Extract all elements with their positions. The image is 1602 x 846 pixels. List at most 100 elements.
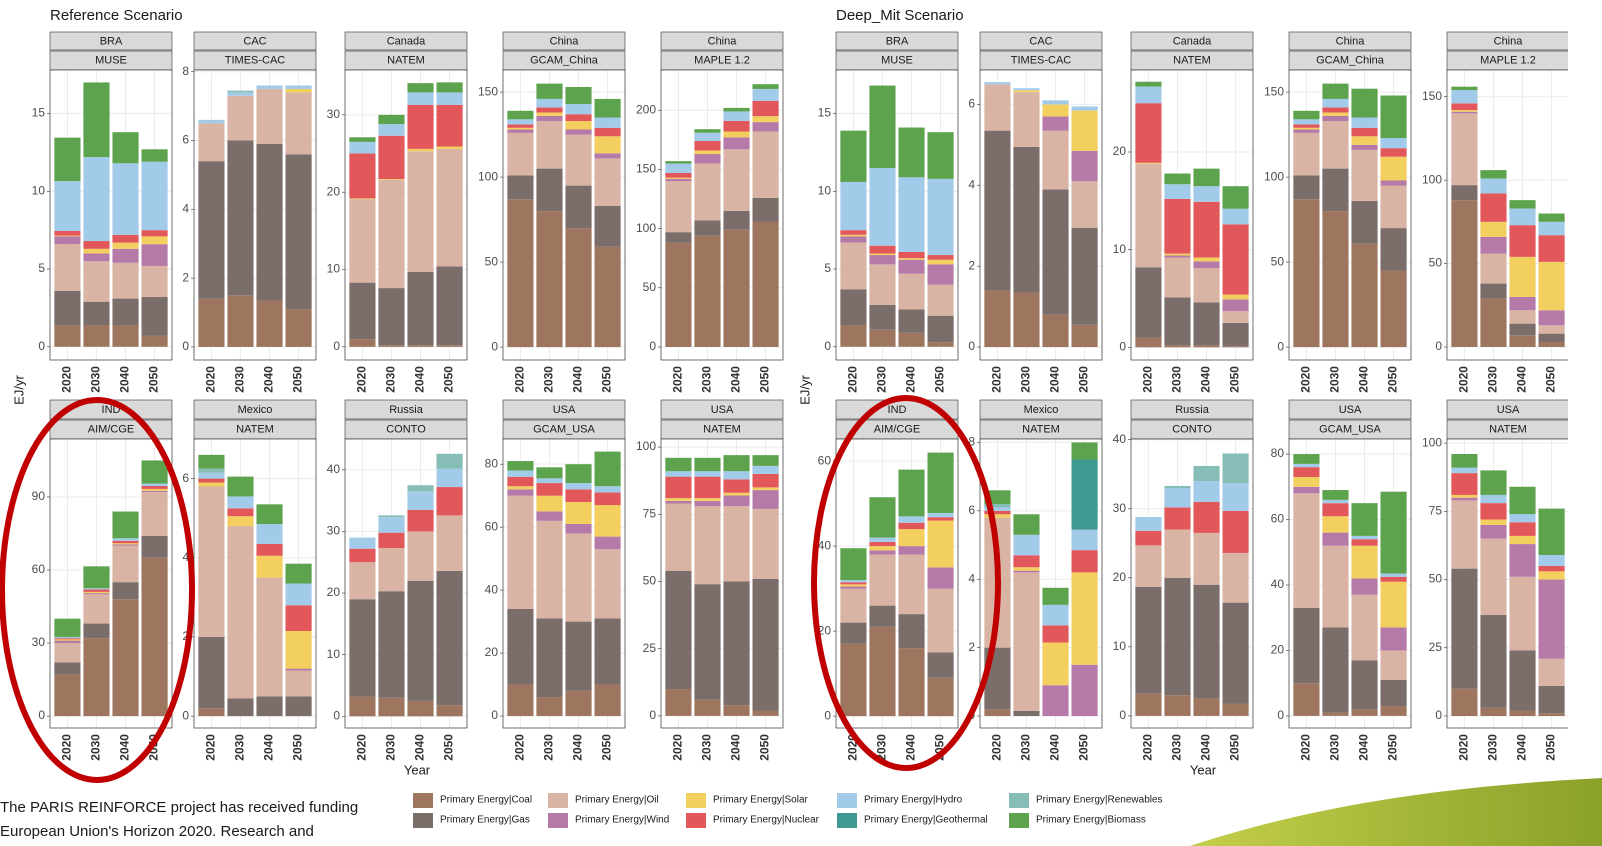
bar-segment — [1380, 573, 1407, 577]
bar-segment — [1071, 459, 1098, 530]
bar-segment — [141, 297, 168, 336]
y-tick-label: 200 — [636, 102, 656, 116]
bar-segment — [349, 153, 376, 199]
panel-border — [1288, 69, 1412, 361]
bar-segment — [112, 538, 139, 541]
bar-segment — [378, 114, 405, 125]
bar-segment — [507, 124, 534, 128]
bar-segment — [927, 517, 954, 521]
y-tick-label: 2 — [968, 640, 975, 654]
bar-segment — [1135, 163, 1162, 268]
bar-segment — [83, 82, 110, 158]
strip-region: China — [1494, 35, 1524, 47]
bar-segment — [1538, 235, 1565, 262]
bar-segment — [840, 622, 867, 644]
bar-segment — [436, 705, 463, 717]
bar-segment — [752, 116, 779, 123]
bar-segment — [1293, 127, 1320, 130]
y-tick-label: 4 — [182, 201, 189, 215]
bar-segment — [407, 700, 434, 717]
bar-segment — [436, 146, 463, 149]
bar-segment — [1135, 103, 1162, 163]
bar-segment — [198, 161, 225, 299]
bar-segment — [1351, 149, 1378, 201]
bar-segment — [1222, 186, 1249, 209]
bar-segment — [1135, 586, 1162, 694]
strip-region: USA — [1339, 404, 1362, 416]
bar-segment — [1322, 712, 1349, 716]
bar-segment — [1164, 488, 1191, 508]
bar-segment — [1509, 486, 1536, 515]
footer-text: The PARIS REINFORCE project has received… — [0, 799, 358, 816]
bar-segment — [1042, 130, 1069, 190]
bar-segment — [1509, 650, 1536, 711]
x-tick-label: 2020 — [60, 734, 74, 761]
bar-segment — [984, 514, 1011, 518]
strip-model: MUSE — [881, 54, 913, 66]
bar-segment — [1322, 499, 1349, 504]
bar-segment — [141, 485, 168, 489]
bar-segment — [752, 221, 779, 347]
bar-segment — [1538, 571, 1565, 580]
bar-segment — [840, 325, 867, 347]
bar-segment — [227, 92, 254, 96]
x-tick-label: 2020 — [355, 366, 369, 393]
bar-segment — [285, 631, 312, 669]
bar-segment — [285, 85, 312, 89]
bar-segment — [1193, 465, 1220, 482]
bar-segment — [1380, 180, 1407, 186]
y-tick-label: 30 — [1113, 501, 1127, 515]
strip-region: USA — [553, 404, 576, 416]
y-tick-label: 100 — [478, 169, 498, 183]
bar-segment — [1538, 579, 1565, 659]
panel: USA NATEM 0 25 50 75 100 2020 2030 2040 2050 — [636, 399, 784, 761]
bar-segment — [112, 234, 139, 243]
bar-segment — [594, 486, 621, 493]
x-tick-label: 2030 — [542, 734, 556, 761]
y-tick-label: 50 — [485, 254, 499, 268]
bar-segment — [1480, 253, 1507, 284]
bar-segment — [1451, 200, 1478, 347]
legend-label: Primary Energy|Gas — [440, 815, 530, 826]
strip-region: USA — [711, 404, 734, 416]
bar-segment — [507, 609, 534, 685]
bar-segment — [984, 84, 1011, 131]
bar-segment — [83, 638, 110, 717]
bar-segment — [752, 197, 779, 222]
bar-segment — [1322, 98, 1349, 108]
panel-border — [502, 438, 626, 729]
bar-segment — [1164, 257, 1191, 298]
bar-segment — [694, 129, 721, 133]
bar-segment — [1222, 346, 1249, 348]
bar-segment — [565, 621, 592, 691]
x-tick-label: 2050 — [1544, 366, 1558, 393]
bar-segment — [927, 284, 954, 316]
x-tick-label: 2020 — [204, 366, 218, 393]
y-tick-label: 30 — [327, 524, 341, 538]
y-tick-label: 6 — [968, 97, 975, 111]
bar-segment — [898, 177, 925, 252]
y-tick-label: 0 — [333, 339, 340, 353]
bar-segment — [112, 544, 139, 546]
bar-segment — [898, 258, 925, 260]
bar-segment — [694, 471, 721, 477]
bar-segment — [198, 478, 225, 483]
bar-segment — [112, 511, 139, 539]
bar-segment — [141, 492, 168, 536]
bar-segment — [378, 135, 405, 180]
bar-segment — [665, 163, 692, 173]
bar-segment — [198, 482, 225, 487]
bar-segment — [1071, 529, 1098, 551]
bar-segment — [694, 141, 721, 151]
bar-segment — [83, 623, 110, 639]
strip — [1130, 31, 1254, 51]
bar-segment — [507, 119, 534, 125]
bar-segment — [723, 492, 750, 496]
bar-segment — [594, 153, 621, 159]
bar-segment — [1380, 491, 1407, 574]
bar-segment — [349, 537, 376, 549]
bar-segment — [536, 495, 563, 512]
x-tick-label: 2020 — [1299, 734, 1313, 761]
bar-segment — [378, 179, 405, 289]
strip — [49, 31, 173, 51]
